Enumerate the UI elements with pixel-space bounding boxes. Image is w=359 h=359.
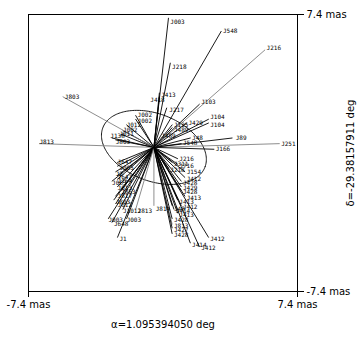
svg-text:J548: J548 [223, 27, 238, 34]
svg-text:J716: J716 [179, 162, 194, 169]
svg-text:J138: J138 [110, 132, 125, 140]
svg-text:J813: J813 [39, 138, 54, 145]
svg-text:J418: J418 [150, 96, 165, 103]
svg-text:J428: J428 [174, 231, 189, 238]
svg-text:J003: J003 [127, 216, 142, 223]
svg-text:J817: J817 [117, 192, 132, 199]
svg-text:J429: J429 [188, 119, 203, 126]
svg-text:J1012: J1012 [123, 206, 142, 214]
svg-text:J428: J428 [183, 188, 198, 196]
svg-text:J154: J154 [187, 168, 202, 175]
svg-text:J489: J489 [161, 132, 176, 139]
svg-text:J413: J413 [186, 193, 202, 201]
svg-text:J002: J002 [137, 111, 152, 119]
svg-text:J103: J103 [201, 98, 216, 105]
svg-text:J428: J428 [183, 178, 198, 186]
svg-text:J647: J647 [117, 158, 132, 166]
svg-text:J104: J104 [210, 121, 225, 128]
svg-text:J217: J217 [169, 106, 184, 113]
svg-text:J412: J412 [210, 235, 225, 242]
svg-text:J012: J012 [117, 201, 132, 209]
svg-text:α=1.095394050 deg: α=1.095394050 deg [111, 319, 215, 330]
svg-text:J413: J413 [161, 90, 176, 98]
svg-text:J216: J216 [179, 155, 194, 162]
svg-text:J011: J011 [119, 130, 134, 138]
svg-text:J012: J012 [126, 120, 142, 128]
svg-text:-7.4 mas: -7.4 mas [7, 299, 51, 310]
svg-text:J803: J803 [116, 138, 131, 145]
svg-text:J489: J489 [174, 126, 189, 133]
svg-text:J104: J104 [210, 113, 225, 120]
svg-text:J216: J216 [267, 44, 282, 51]
svg-text:7.4 mas: 7.4 mas [307, 9, 347, 20]
svg-text:J005: J005 [119, 163, 134, 171]
svg-text:J003: J003 [170, 18, 185, 25]
svg-text:J813: J813 [138, 207, 153, 214]
svg-text:J548: J548 [183, 139, 198, 146]
svg-text:J412: J412 [201, 244, 216, 252]
svg-text:J251: J251 [281, 140, 296, 147]
svg-text:J002: J002 [137, 117, 152, 125]
svg-text:J412: J412 [183, 203, 198, 211]
svg-text:J218: J218 [170, 165, 185, 173]
svg-text:J063: J063 [112, 178, 127, 186]
svg-text:J413: J413 [179, 210, 194, 218]
svg-text:J218: J218 [172, 63, 187, 70]
svg-text:J414: J414 [192, 241, 207, 248]
svg-text:J803: J803 [65, 93, 80, 100]
svg-text:J427: J427 [173, 225, 189, 233]
svg-text:-7.4 mas: -7.4 mas [307, 286, 351, 297]
svg-text:J814: J814 [156, 205, 171, 212]
svg-text:J428: J428 [173, 216, 189, 224]
svg-text:J125: J125 [173, 120, 189, 128]
svg-text:J166: J166 [216, 145, 231, 152]
svg-text:7.4 mas: 7.4 mas [277, 299, 317, 310]
svg-text:J89: J89 [236, 134, 247, 141]
svg-text:J648: J648 [113, 220, 129, 227]
svg-text:J1: J1 [119, 235, 127, 242]
svg-text:δ=-29.38157911 deg: δ=-29.38157911 deg [345, 100, 356, 207]
svg-text:J48: J48 [192, 133, 203, 141]
